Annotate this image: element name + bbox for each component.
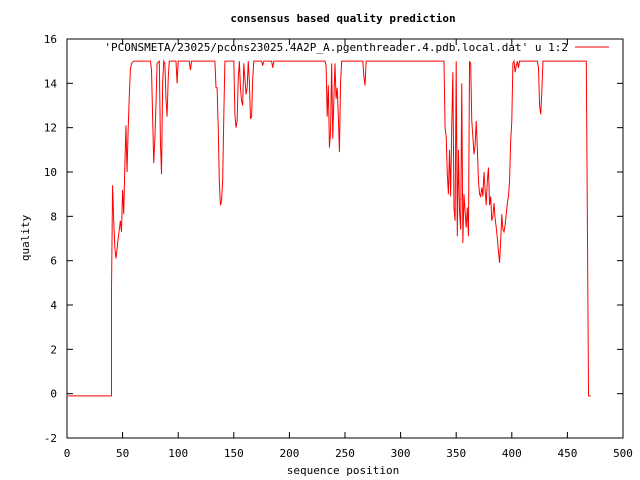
x-tick-label: 300 [391, 447, 411, 460]
x-tick-label: 250 [335, 447, 355, 460]
y-tick-label: -2 [44, 432, 57, 445]
y-tick-label: 12 [44, 122, 57, 135]
x-tick-label: 350 [446, 447, 466, 460]
legend-label: 'PCONSMETA/23025/pcons23025.4A2P_A.pgent… [104, 41, 568, 54]
y-tick-label: 6 [50, 255, 57, 268]
quality-series-line [68, 59, 591, 397]
x-tick-label: 500 [613, 447, 633, 460]
legend: 'PCONSMETA/23025/pcons23025.4A2P_A.pgent… [104, 41, 609, 54]
series-layer [68, 59, 591, 397]
x-axis-label: sequence position [287, 464, 400, 477]
x-tick-label: 450 [557, 447, 577, 460]
y-tick-label: 16 [44, 33, 57, 46]
x-tick-label: 150 [224, 447, 244, 460]
y-tick-label: 0 [50, 388, 57, 401]
y-axis-label: quality [19, 214, 32, 261]
x-tick-label: 0 [64, 447, 71, 460]
x-tick-label: 50 [116, 447, 129, 460]
y-tick-label: 4 [50, 299, 57, 312]
y-tick-label: 2 [50, 343, 57, 356]
y-tick-label: 10 [44, 166, 57, 179]
chart-title: consensus based quality prediction [230, 12, 455, 25]
x-tick-label: 100 [168, 447, 188, 460]
y-tick-label: 8 [50, 210, 57, 223]
axes-layer: 0 50 100 150 200 250 300 350 400 450 500 -2 0 2 4 6 8 10 1… [44, 33, 633, 460]
y-tick-label: 14 [44, 77, 58, 90]
x-tick-label: 200 [279, 447, 299, 460]
x-tick-label: 400 [502, 447, 522, 460]
